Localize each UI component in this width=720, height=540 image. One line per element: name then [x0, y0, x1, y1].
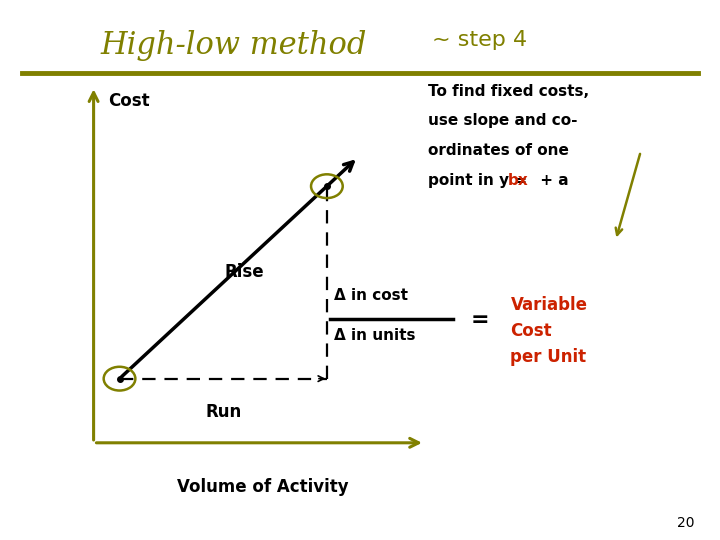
Text: bx: bx: [508, 173, 528, 188]
Text: ordinates of one: ordinates of one: [428, 143, 570, 158]
Text: 20: 20: [678, 516, 695, 530]
Text: ~ step 4: ~ step 4: [432, 30, 527, 50]
Text: =: =: [471, 310, 490, 330]
Text: Volume of Activity: Volume of Activity: [177, 478, 348, 496]
Text: Δ in units: Δ in units: [334, 328, 415, 343]
Text: per Unit: per Unit: [510, 348, 587, 366]
Text: Δ in cost: Δ in cost: [334, 288, 408, 303]
Text: point in y =: point in y =: [428, 173, 533, 188]
Text: Run: Run: [205, 403, 241, 421]
Text: High-low method: High-low method: [101, 30, 367, 60]
Text: To find fixed costs,: To find fixed costs,: [428, 84, 590, 99]
Text: Rise: Rise: [225, 262, 265, 281]
Text: Cost: Cost: [510, 322, 552, 340]
Text: Cost: Cost: [108, 92, 150, 110]
Text: Variable: Variable: [510, 296, 588, 314]
Text: use slope and co-: use slope and co-: [428, 113, 578, 129]
Text: + a: + a: [535, 173, 569, 188]
